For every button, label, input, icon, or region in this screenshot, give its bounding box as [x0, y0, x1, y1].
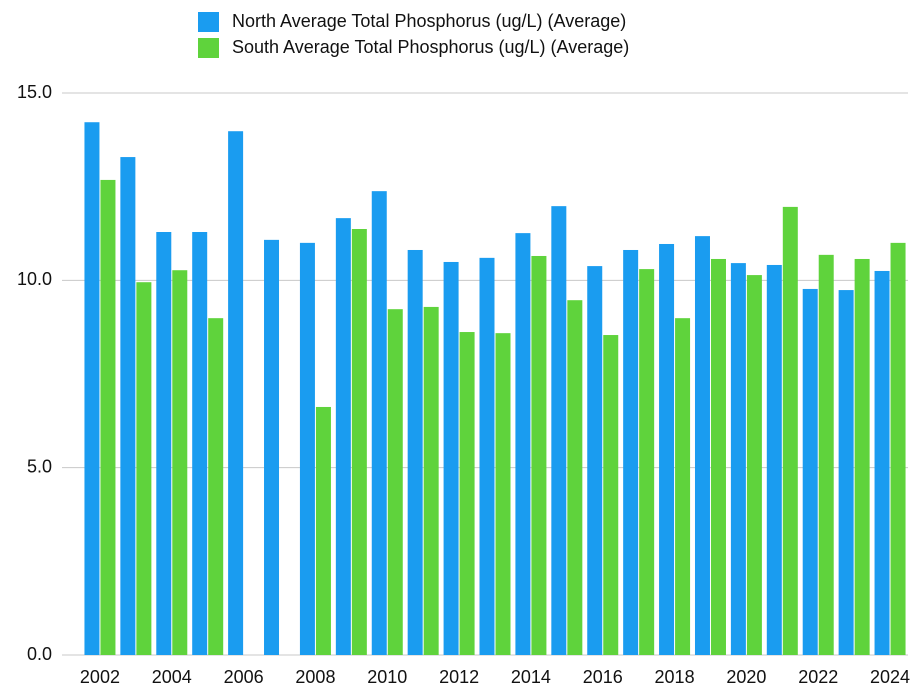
- bar: [495, 333, 511, 655]
- bar: [710, 258, 726, 655]
- bar: [228, 131, 244, 655]
- bar: [818, 254, 834, 655]
- bar: [838, 290, 854, 655]
- x-tick-label: 2006: [224, 667, 264, 687]
- bar: [802, 288, 818, 655]
- bar: [515, 233, 531, 655]
- bar: [659, 243, 675, 655]
- bar: [156, 232, 172, 655]
- x-tick-label: 2016: [583, 667, 623, 687]
- bar: [531, 255, 547, 656]
- bar: [208, 318, 224, 655]
- x-tick-label: 2008: [295, 667, 335, 687]
- bar: [443, 261, 459, 655]
- bar: [84, 122, 100, 655]
- x-tick-label: 2002: [80, 667, 120, 687]
- bar: [623, 249, 639, 655]
- bar: [315, 406, 331, 655]
- bar: [587, 266, 603, 655]
- bar: [264, 239, 280, 656]
- y-tick-label: 15.0: [17, 82, 52, 102]
- bar: [371, 191, 387, 656]
- x-tick-label: 2012: [439, 667, 479, 687]
- x-tick-label: 2004: [152, 667, 192, 687]
- x-tick-label: 2010: [367, 667, 407, 687]
- bar: [136, 282, 152, 655]
- legend-label: South Average Total Phosphorus (ug/L) (A…: [232, 37, 629, 57]
- x-tick-label: 2014: [511, 667, 551, 687]
- bar: [407, 249, 423, 655]
- legend-swatch: [198, 12, 219, 32]
- bar: [423, 306, 439, 655]
- bar: [567, 300, 583, 655]
- bar: [192, 232, 208, 655]
- bar: [299, 242, 315, 655]
- bar: [694, 236, 710, 655]
- bar: [479, 257, 495, 655]
- bar: [874, 270, 890, 655]
- y-tick-label: 10.0: [17, 269, 52, 289]
- bar: [459, 332, 475, 655]
- x-tick-label: 2022: [798, 667, 838, 687]
- bar: [675, 318, 691, 655]
- bar: [551, 206, 567, 655]
- bar: [335, 218, 351, 655]
- bar: [120, 157, 136, 655]
- x-tick-label: 2024: [870, 667, 910, 687]
- bar: [351, 229, 367, 655]
- bar: [730, 263, 746, 655]
- x-tick-label: 2020: [726, 667, 766, 687]
- bar: [172, 270, 188, 655]
- legend-label: North Average Total Phosphorus (ug/L) (A…: [232, 11, 626, 31]
- y-tick-label: 0.0: [27, 644, 52, 664]
- bar: [890, 242, 906, 655]
- bar: [603, 335, 619, 655]
- y-tick-label: 5.0: [27, 456, 52, 476]
- bar: [639, 269, 655, 655]
- bar: [100, 179, 116, 655]
- bar: [766, 264, 782, 655]
- legend-swatch: [198, 38, 219, 58]
- bar: [854, 258, 870, 655]
- x-tick-label: 2018: [655, 667, 695, 687]
- bar: [387, 309, 403, 655]
- bar: [782, 206, 798, 655]
- bar: [746, 275, 762, 655]
